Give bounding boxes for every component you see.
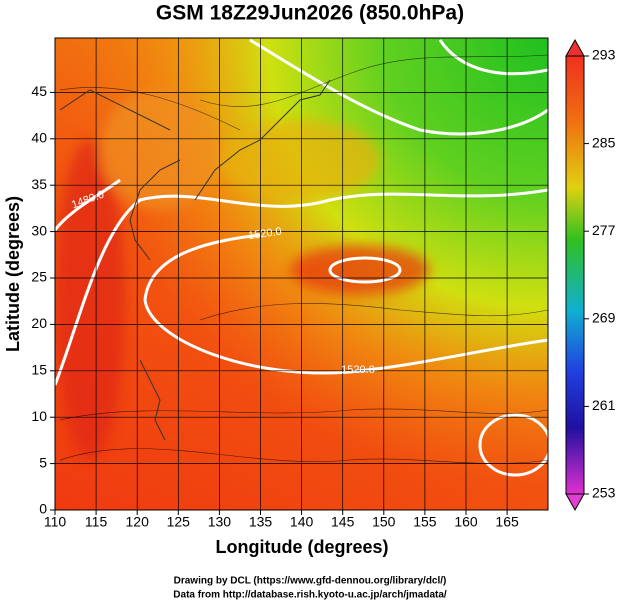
x-tick-label: 160 xyxy=(454,514,478,530)
y-tick-label: 20 xyxy=(31,315,47,331)
credit: Drawing by DCL (https://www.gfd-dennou.o… xyxy=(174,576,447,587)
colorbar-tick-label: 269 xyxy=(592,310,616,326)
colorbar-arrow xyxy=(565,493,585,512)
credit: Data from http://database.rish.kyoto-u.a… xyxy=(173,590,447,601)
colorbar-tick-label: 293 xyxy=(592,47,616,63)
y-tick-label: 25 xyxy=(31,269,47,285)
colorbar-tick-label: 253 xyxy=(592,485,616,501)
title: GSM 18Z29Jun2026 (850.0hPa) xyxy=(156,2,464,25)
x-tick-label: 125 xyxy=(167,514,191,530)
colorbar-arrow xyxy=(565,38,585,57)
y-tick-label: 30 xyxy=(31,222,47,238)
x-tick-label: 165 xyxy=(495,514,519,530)
field xyxy=(55,38,548,510)
x-axis-label: Longitude (degrees) xyxy=(215,537,388,557)
x-tick-label: 135 xyxy=(249,514,273,530)
colorbar-tick-label: 261 xyxy=(592,397,616,413)
y-tick-label: 5 xyxy=(39,454,47,470)
y-tick-label: 40 xyxy=(31,130,47,146)
contour-label: 1520.0 xyxy=(247,226,282,243)
y-tick-label: 15 xyxy=(31,362,47,378)
colorbar xyxy=(565,55,585,495)
coastline xyxy=(59,79,331,441)
x-tick-label: 140 xyxy=(290,514,314,530)
contour-label: 1520.0 xyxy=(341,364,375,376)
x-tick-label: 150 xyxy=(372,514,396,530)
x-tick-label: 155 xyxy=(413,514,437,530)
contours xyxy=(55,38,548,477)
x-tick-label: 130 xyxy=(208,514,232,530)
x-tick-label: 120 xyxy=(126,514,150,530)
y-axis-label: Latitude (degrees) xyxy=(3,196,23,352)
x-tick-label: 115 xyxy=(85,514,108,530)
colorbar-tick-label: 285 xyxy=(592,134,616,150)
y-tick-label: 0 xyxy=(39,501,47,517)
y-tick-label: 10 xyxy=(31,408,47,424)
x-tick-label: 110 xyxy=(44,514,67,530)
x-tick-label: 145 xyxy=(331,514,355,530)
colorbar-tick-label: 277 xyxy=(592,222,616,238)
y-tick-label: 35 xyxy=(31,176,47,192)
y-tick-label: 45 xyxy=(31,83,47,99)
